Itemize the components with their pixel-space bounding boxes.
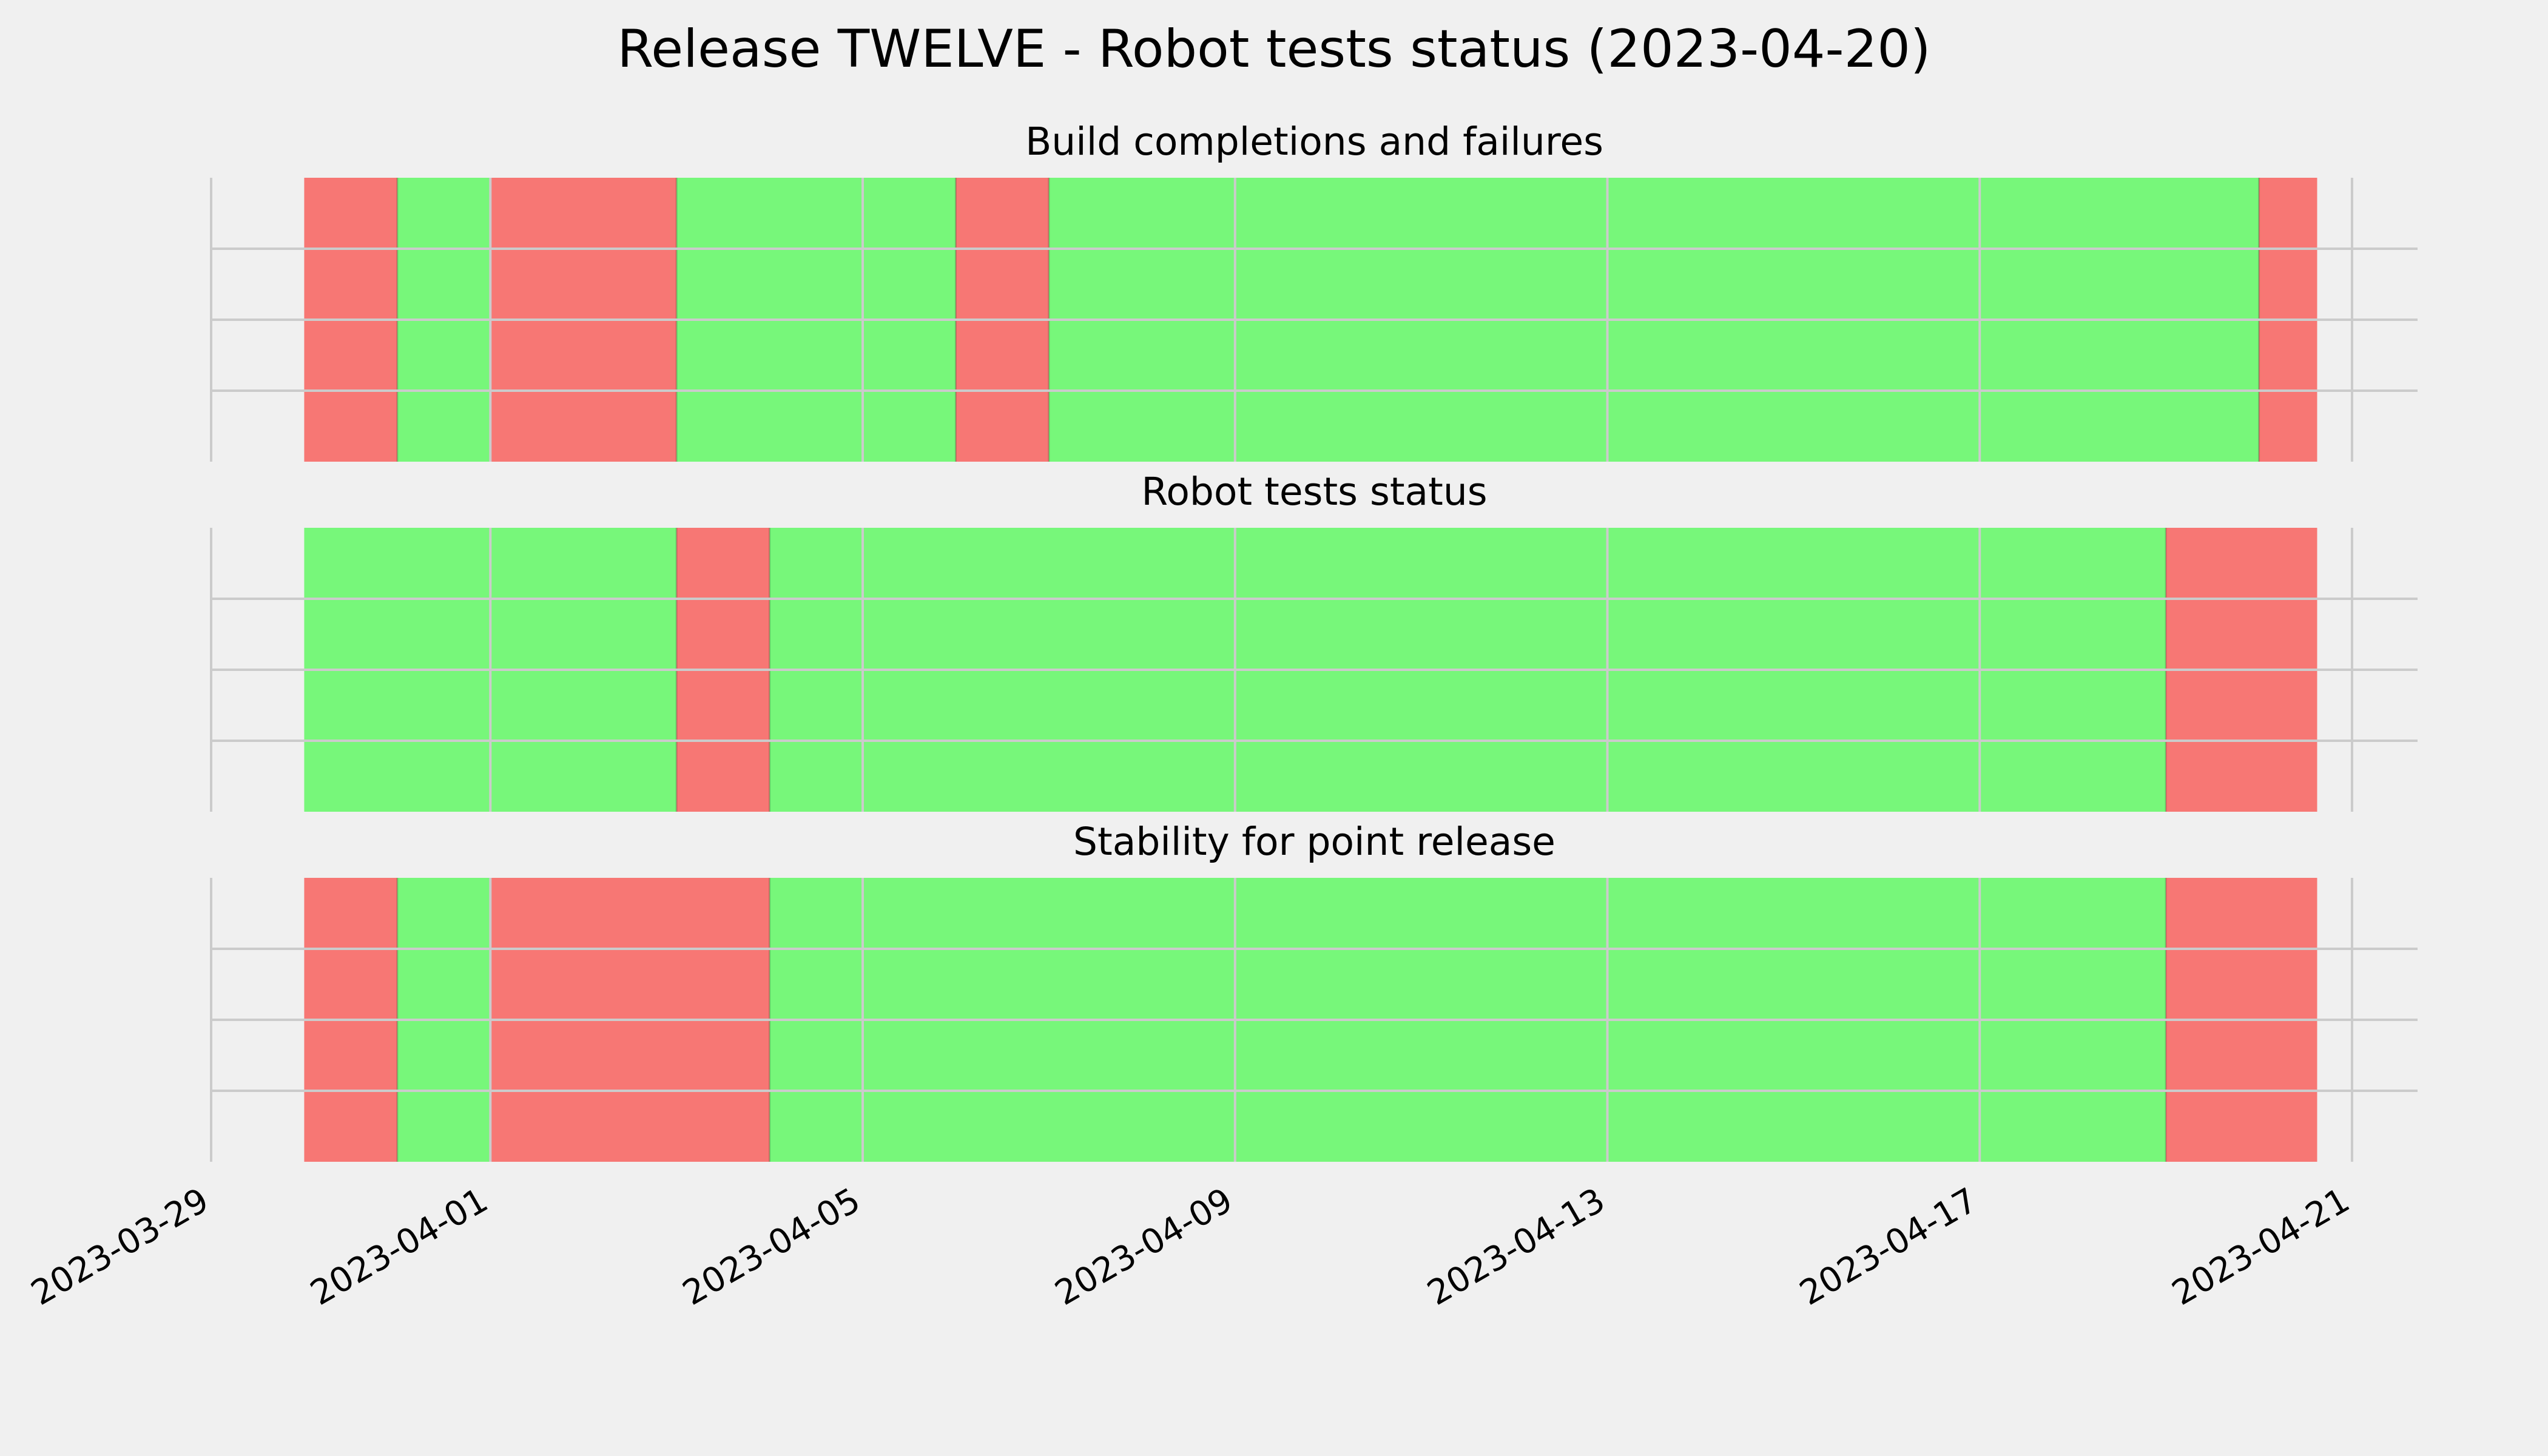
panel-title: Build completions and failures bbox=[1025, 120, 1603, 164]
panel-title: Robot tests status bbox=[1141, 470, 1487, 514]
panels-group: Build completions and failures Robot test… bbox=[210, 120, 2418, 1162]
panel-title: Stability for point release bbox=[1073, 820, 1555, 864]
panel-1: Build completions and failures bbox=[210, 120, 2418, 462]
panel-2: Robot tests status bbox=[210, 470, 2418, 812]
chart-title: Release TWELVE - Robot tests status (202… bbox=[617, 19, 1930, 79]
panel-3: Stability for point release bbox=[210, 820, 2418, 1162]
